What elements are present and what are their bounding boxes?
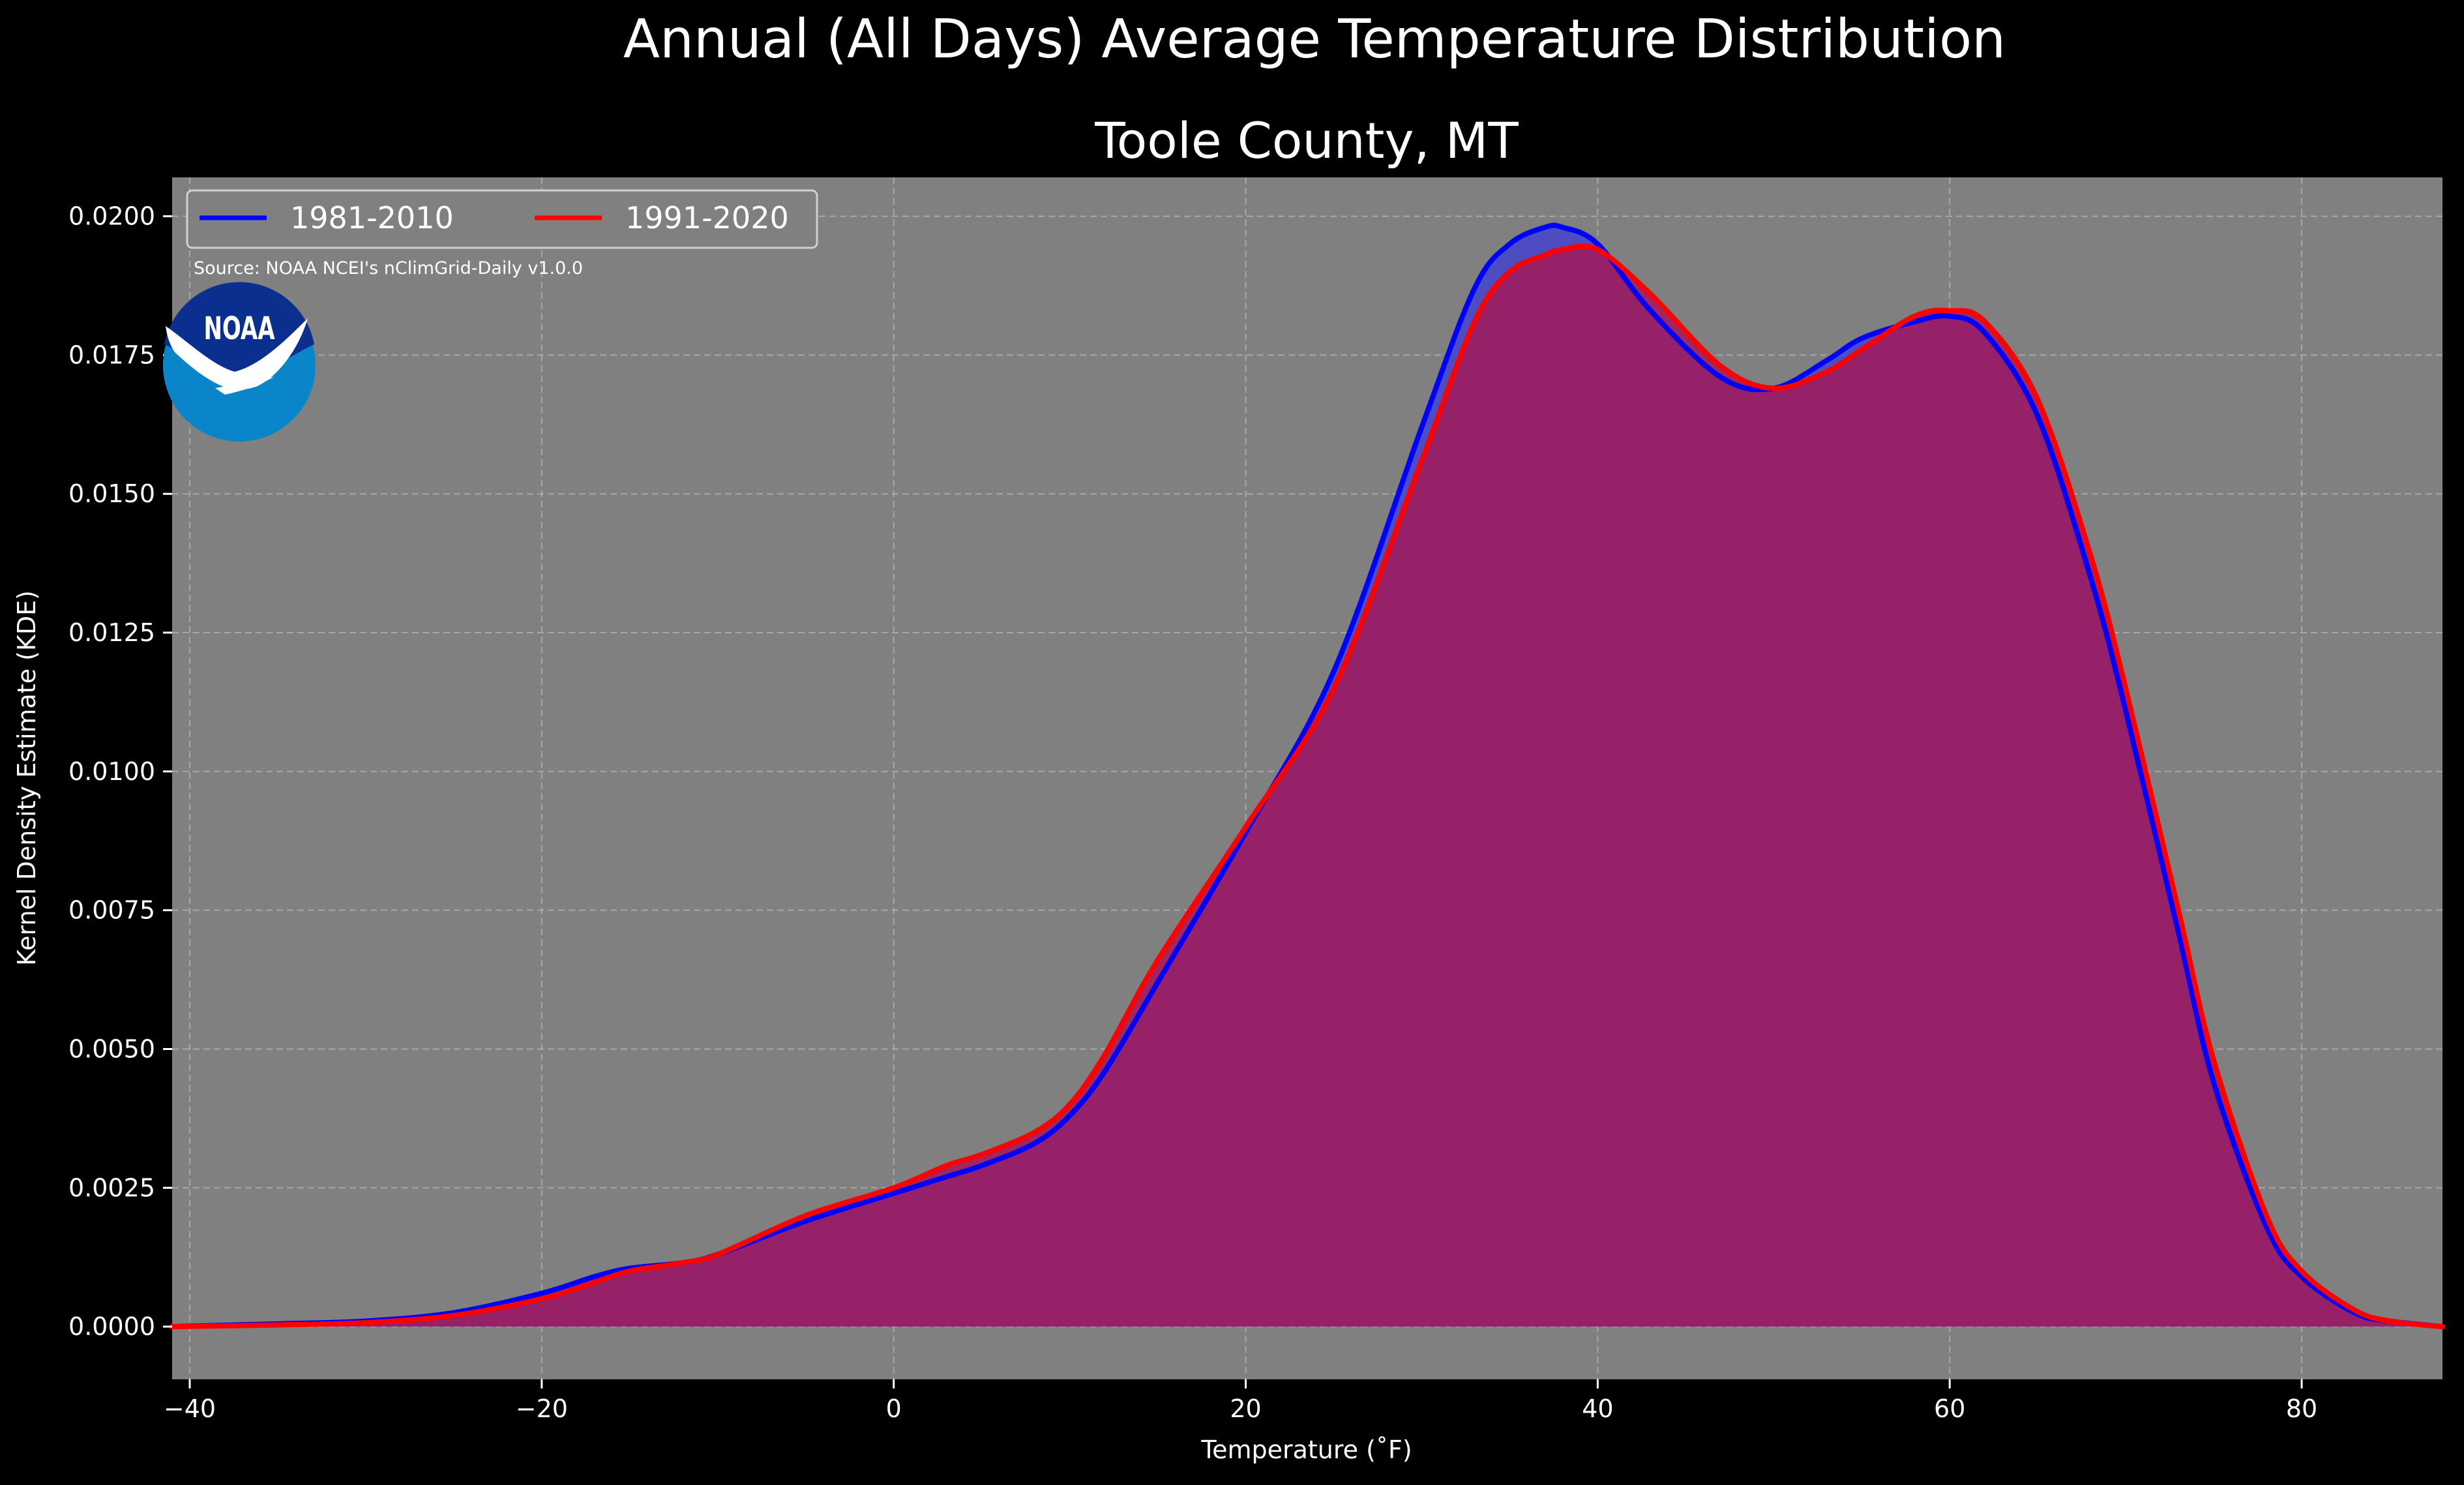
y-tick-label: 0.0200: [68, 202, 155, 231]
chart-title: Toole County, MT: [1094, 112, 1519, 170]
y-tick-label: 0.0075: [68, 896, 155, 925]
x-axis-ticks: −40 −20 0 20 40 60 80: [164, 1379, 2317, 1423]
y-axis-ticks: 0.0000 0.0025 0.0050 0.0075 0.0100 0.0125 0.01…: [68, 202, 172, 1341]
noaa-logo-text: NOAA: [203, 310, 275, 347]
y-tick-label: 0.0050: [68, 1034, 155, 1063]
y-tick-label: 0.0025: [68, 1173, 155, 1202]
source-note: Source: NOAA NCEI's nClimGrid-Daily v1.0…: [194, 258, 583, 278]
noaa-logo-bird-wing: [215, 377, 274, 395]
x-tick-label: 80: [2286, 1394, 2317, 1423]
y-tick-label: 0.0000: [68, 1312, 155, 1341]
series-lines: [170, 222, 2445, 1330]
legend: 1981-2010 1991-2020: [186, 189, 818, 249]
area-fills: [172, 225, 2442, 1327]
x-tick-label: 0: [886, 1394, 902, 1423]
x-tick-label: 20: [1230, 1394, 1261, 1423]
y-tick-label: 0.0100: [68, 757, 155, 786]
y-axis-label: Kernel Density Estimate (KDE): [12, 590, 41, 966]
x-tick-label: −20: [516, 1394, 568, 1423]
x-tick-label: 60: [1934, 1394, 1965, 1423]
series-line-1991-2020: [170, 243, 2445, 1330]
noaa-logo-bird: [166, 318, 308, 390]
legend-label-1981-2010: 1981-2010: [290, 200, 454, 235]
noaa-logo: NOAA: [163, 282, 316, 442]
plot-area: [170, 177, 2445, 1379]
figure-suptitle: Annual (All Days) Average Temperature Di…: [623, 8, 2006, 70]
y-tick-label: 0.0150: [68, 479, 155, 508]
legend-frame: [186, 189, 818, 249]
legend-label-1991-2020: 1991-2020: [625, 200, 789, 235]
x-tick-label: −40: [164, 1394, 216, 1423]
area-fill-1991-2020: [172, 246, 2442, 1327]
x-axis-label: Temperature (˚F): [1200, 1435, 1412, 1464]
y-tick-label: 0.0175: [68, 340, 155, 369]
x-tick-label: 40: [1582, 1394, 1613, 1423]
y-tick-label: 0.0125: [68, 618, 155, 647]
